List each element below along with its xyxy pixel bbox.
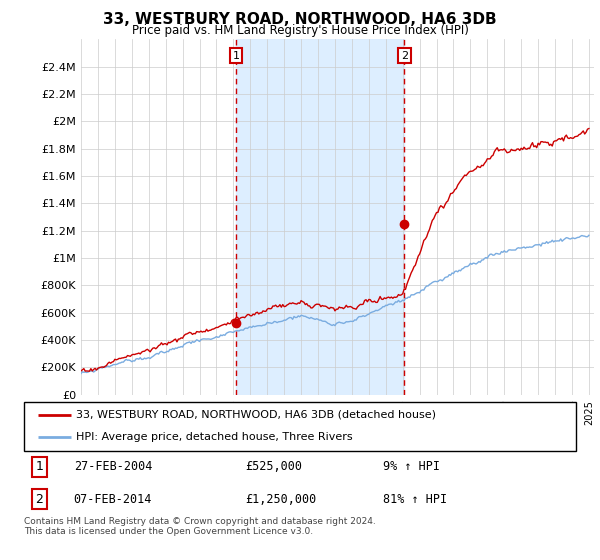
Text: 2: 2	[401, 50, 408, 60]
Text: HPI: Average price, detached house, Three Rivers: HPI: Average price, detached house, Thre…	[76, 432, 353, 442]
Text: £1,250,000: £1,250,000	[245, 493, 316, 506]
Text: 33, WESTBURY ROAD, NORTHWOOD, HA6 3DB: 33, WESTBURY ROAD, NORTHWOOD, HA6 3DB	[103, 12, 497, 27]
Text: 1: 1	[232, 50, 239, 60]
Text: 27-FEB-2004: 27-FEB-2004	[74, 460, 152, 473]
Text: Price paid vs. HM Land Registry's House Price Index (HPI): Price paid vs. HM Land Registry's House …	[131, 24, 469, 36]
Text: Contains HM Land Registry data © Crown copyright and database right 2024.
This d: Contains HM Land Registry data © Crown c…	[24, 517, 376, 536]
Text: 33, WESTBURY ROAD, NORTHWOOD, HA6 3DB (detached house): 33, WESTBURY ROAD, NORTHWOOD, HA6 3DB (d…	[76, 410, 436, 420]
Text: 81% ↑ HPI: 81% ↑ HPI	[383, 493, 447, 506]
Text: 07-FEB-2014: 07-FEB-2014	[74, 493, 152, 506]
Text: 9% ↑ HPI: 9% ↑ HPI	[383, 460, 440, 473]
Text: 2: 2	[35, 493, 43, 506]
Text: 1: 1	[35, 460, 43, 473]
Text: £525,000: £525,000	[245, 460, 302, 473]
Bar	[236, 39, 404, 395]
